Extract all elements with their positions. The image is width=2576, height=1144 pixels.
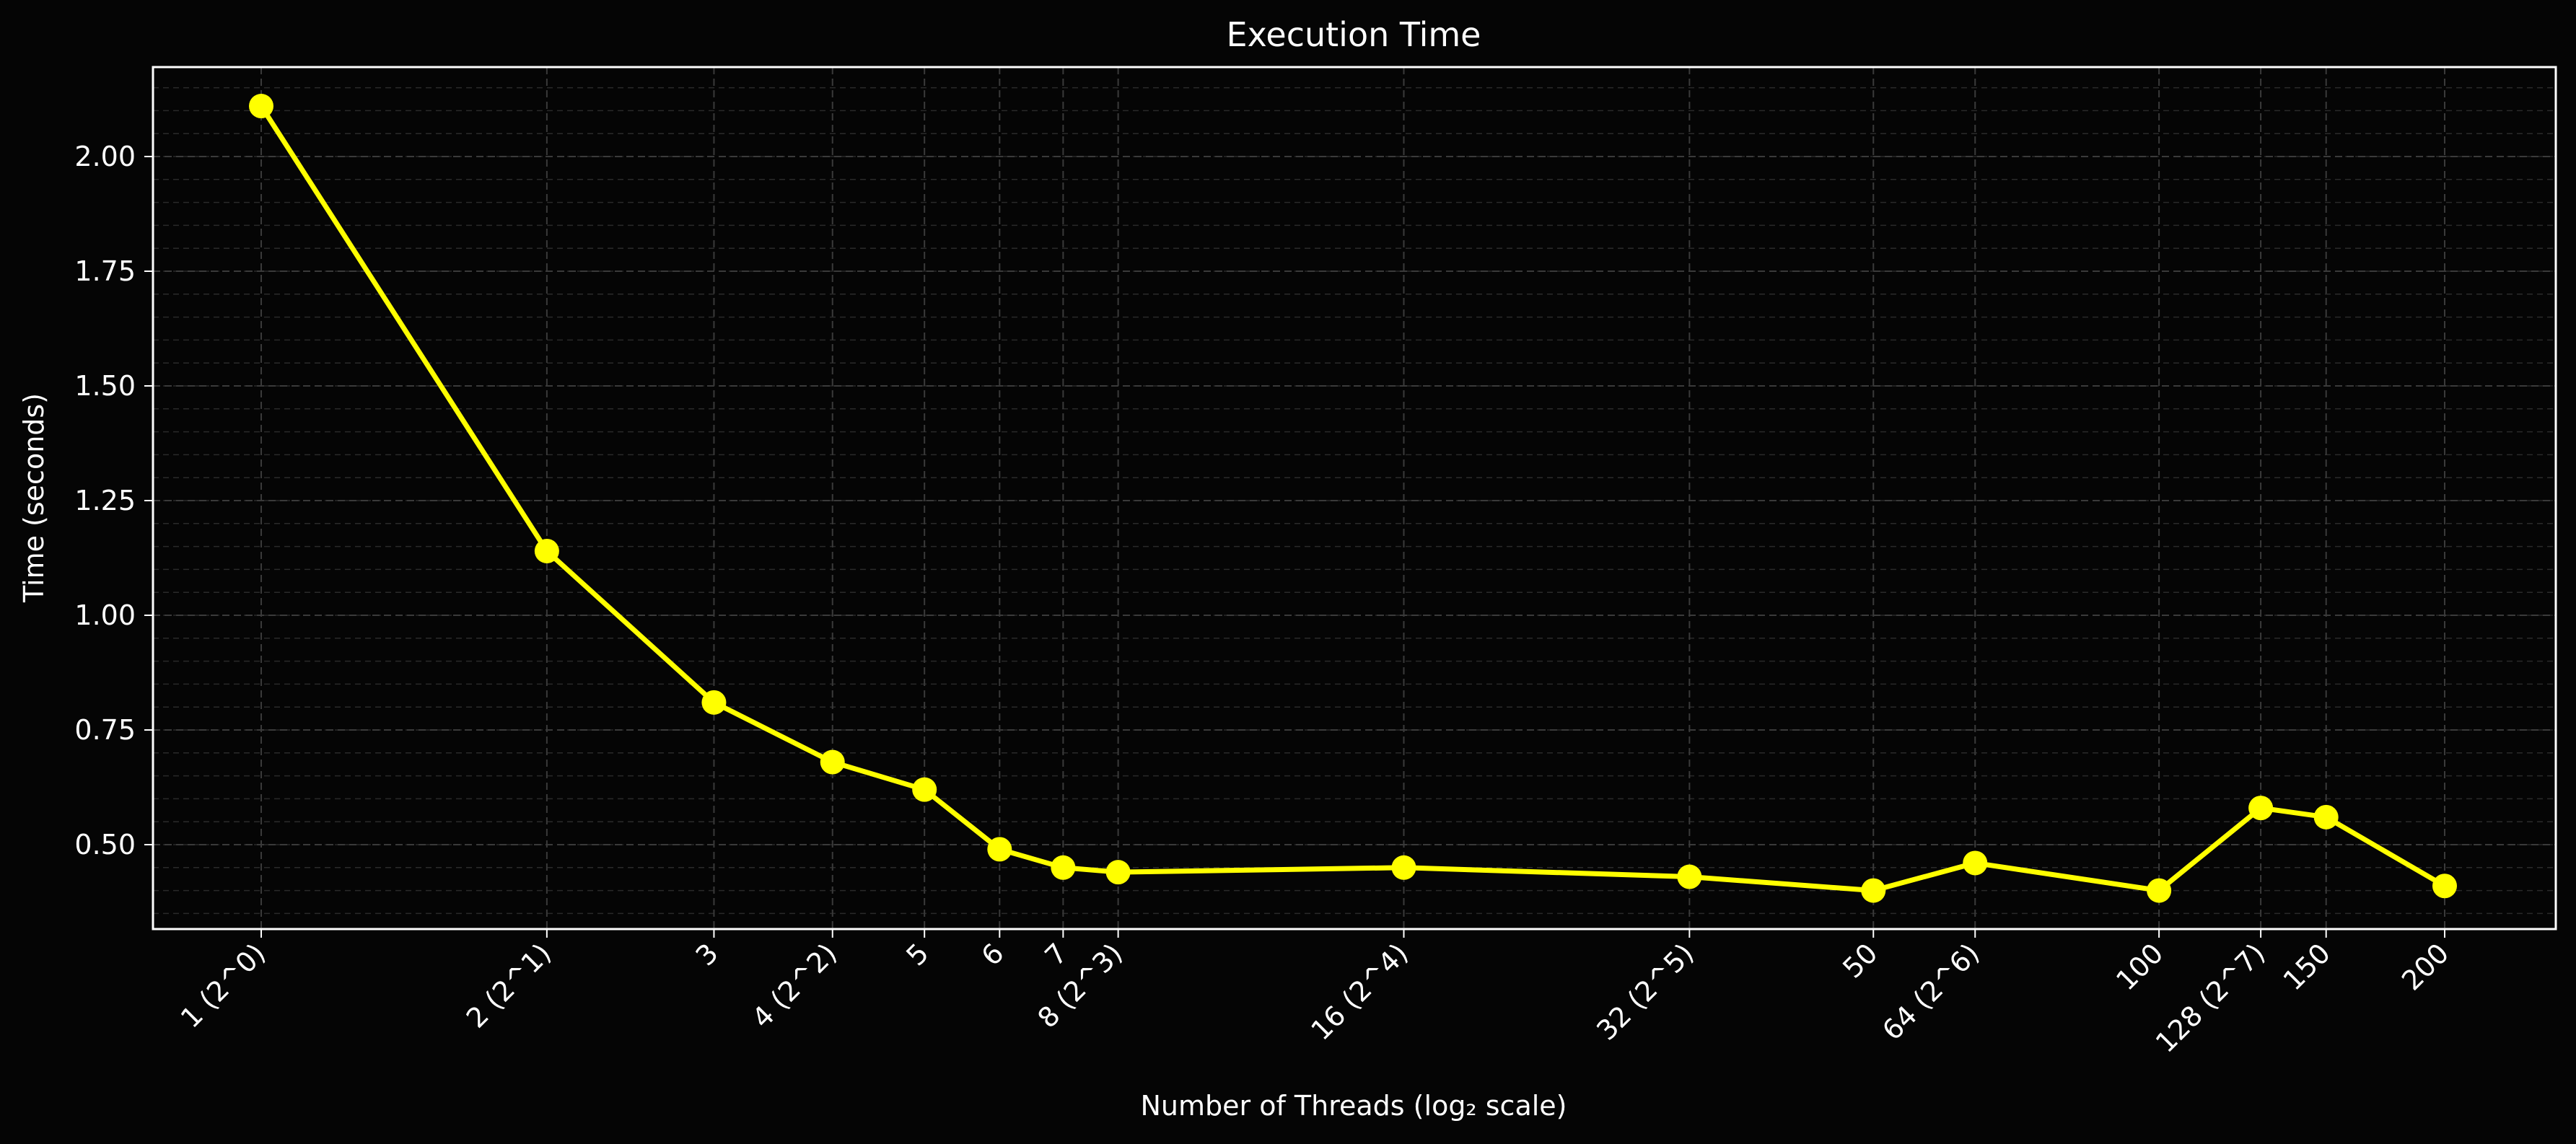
y-axis-label: Time (seconds): [18, 393, 50, 603]
series-line: [258, 103, 2448, 894]
data-point: [1105, 860, 1131, 885]
data-point: [249, 94, 273, 119]
data-point: [1051, 855, 1076, 880]
plot-frame: [152, 66, 2557, 930]
y-tick-label: 2.00: [74, 141, 136, 172]
data-point: [987, 837, 1012, 862]
data-point: [820, 749, 845, 775]
y-tick-label: 1.75: [74, 255, 136, 287]
data-point: [2432, 874, 2457, 899]
y-tick-label: 1.00: [74, 599, 136, 631]
grid-lines: [153, 67, 2556, 929]
data-point: [1677, 864, 1702, 889]
y-tick-label: 1.25: [74, 485, 136, 516]
data-point: [701, 690, 727, 715]
data-point: [1861, 878, 1886, 903]
data-point: [2147, 878, 2172, 903]
chart-title: Execution Time: [1227, 15, 1481, 54]
y-tick-label: 1.50: [74, 370, 136, 402]
y-tick-label: 0.75: [74, 714, 136, 746]
plot-area: [153, 67, 2556, 929]
data-point: [2313, 804, 2339, 830]
data-point: [2248, 796, 2274, 821]
series-layer: [249, 94, 2457, 903]
x-axis-label: Number of Threads (log₂ scale): [1141, 1090, 1567, 1122]
data-point: [534, 538, 559, 563]
data-point: [912, 777, 937, 802]
y-tick-label: 0.50: [74, 829, 136, 861]
data-point: [1963, 850, 1988, 876]
data-point: [1391, 855, 1416, 880]
